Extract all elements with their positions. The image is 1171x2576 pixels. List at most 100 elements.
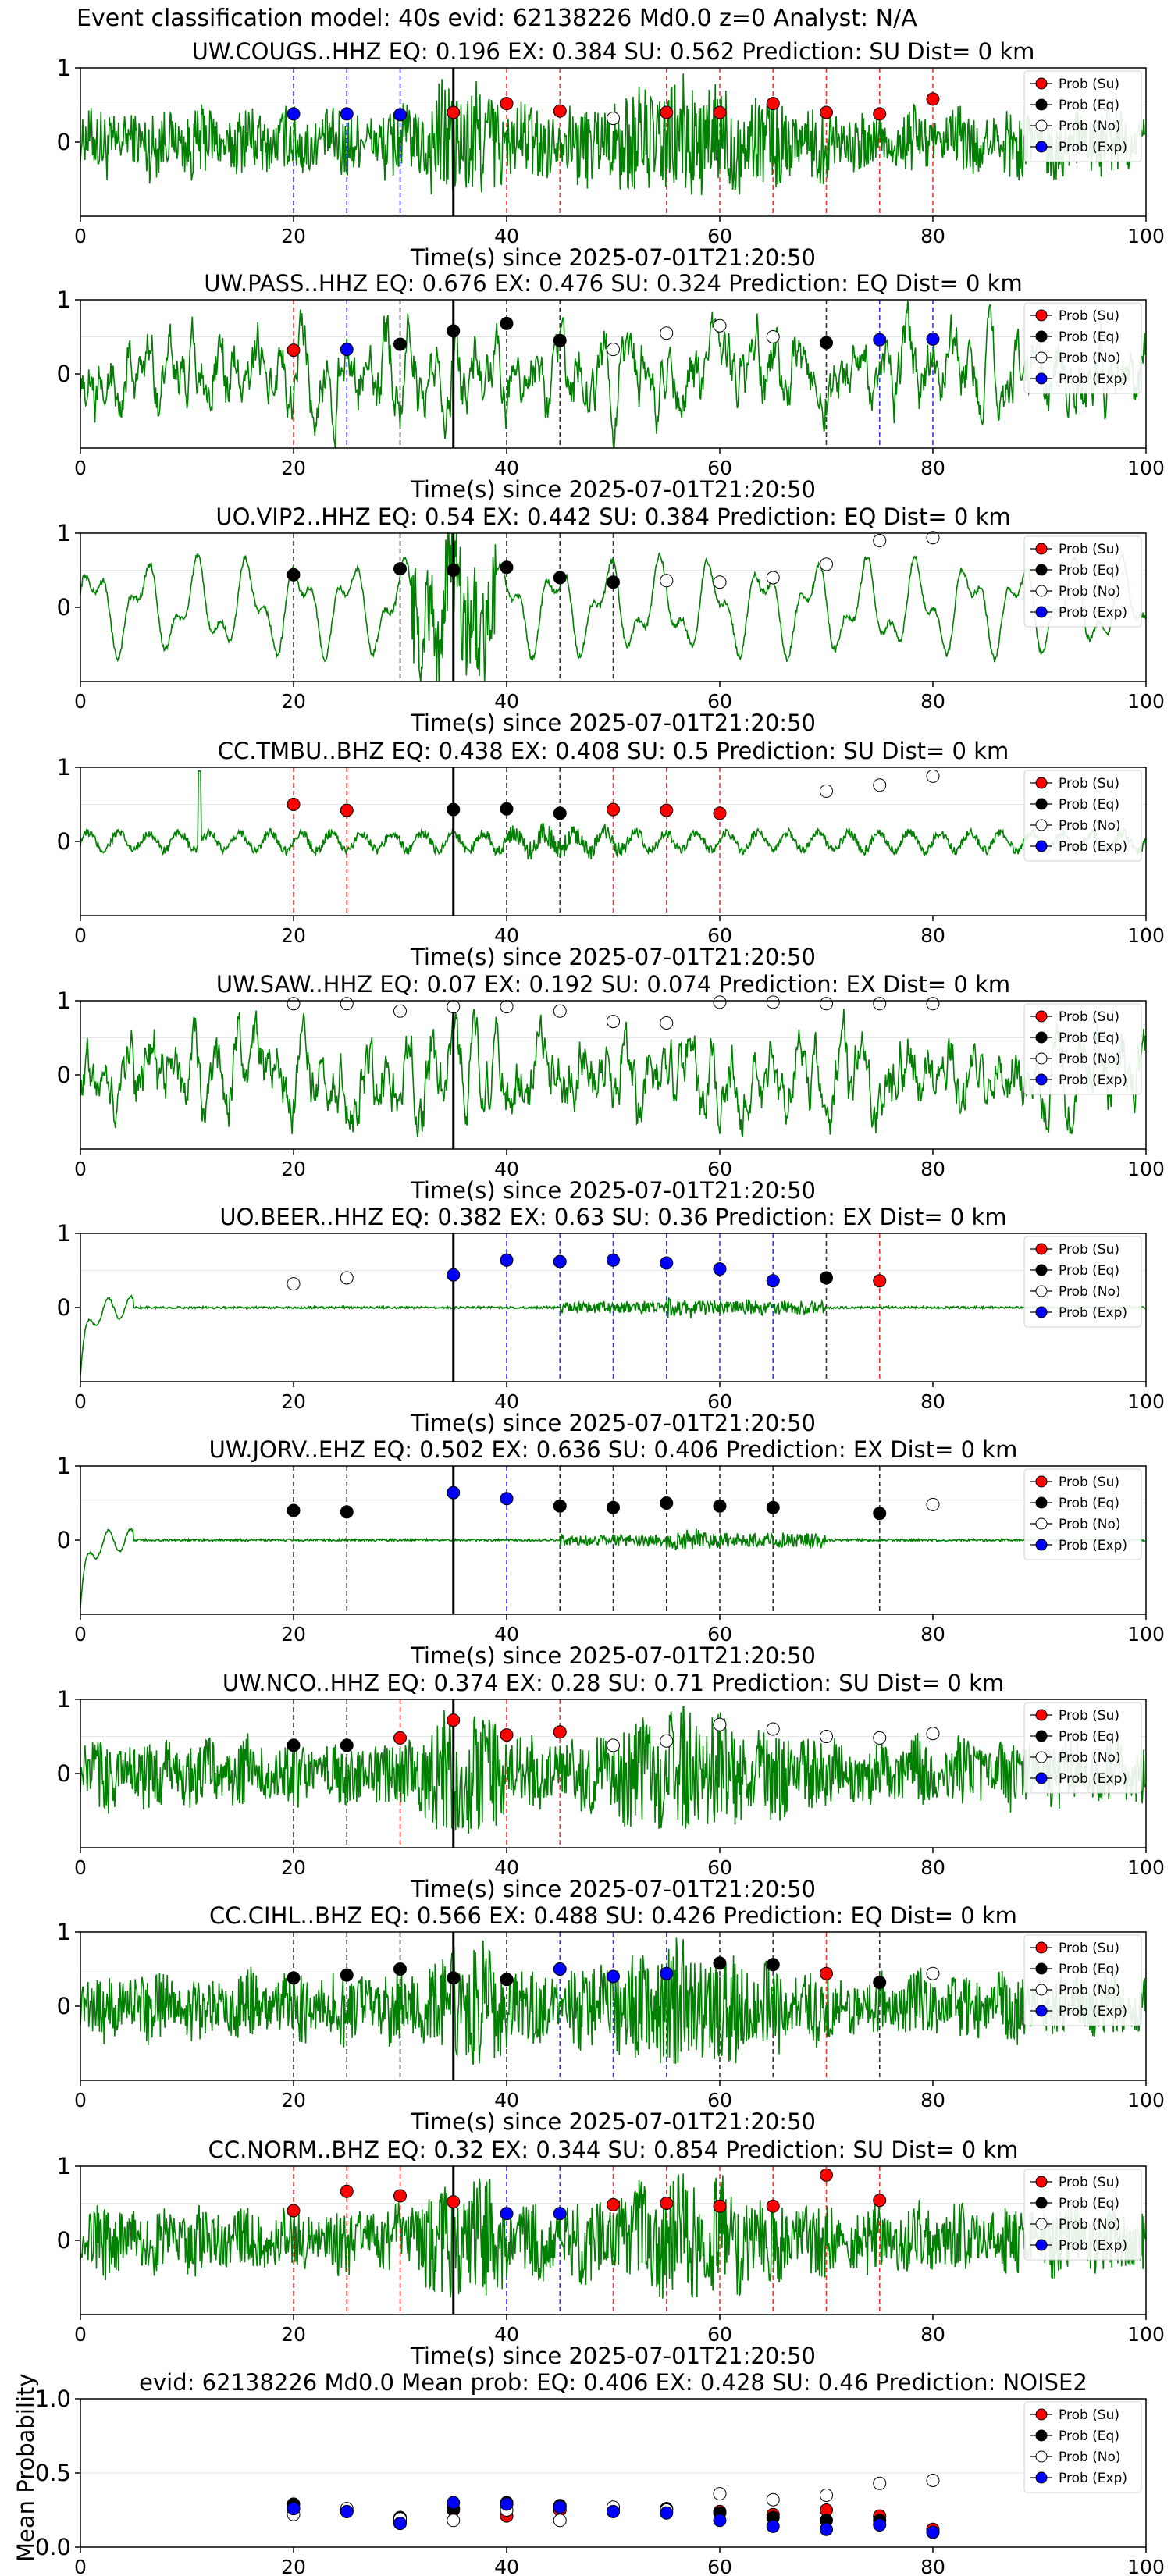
legend-marker (1035, 1962, 1048, 1975)
x-tick-label: 60 (707, 1390, 732, 1413)
point-probsu (607, 2197, 620, 2211)
x-tick-label: 0 (74, 1623, 87, 1646)
x-axis-label: Time(s) since 2025-07-01T21:20:50 (411, 944, 816, 970)
legend-label: Prob (Eq) (1059, 329, 1119, 345)
point-probno (926, 997, 940, 1011)
point-probsu (660, 803, 674, 817)
point-probeq (820, 1271, 833, 1285)
x-tick-label: 40 (494, 924, 519, 947)
point-probexp (553, 2500, 567, 2514)
legend-marker (1035, 1517, 1048, 1530)
point-probeq (766, 1958, 780, 1972)
panel-2: 0 20 40 60 80 100 0 1 Prob (Su) Prob (Eq) Prob (No… (57, 286, 1165, 479)
legend-label: Prob (Eq) (1059, 2196, 1119, 2211)
point-probexp (713, 1262, 727, 1276)
y-tick-label: 1 (57, 2153, 71, 2179)
point-probeq (447, 802, 461, 817)
y-tick-label: 1 (57, 1453, 71, 1479)
x-tick-label: 100 (1127, 2089, 1165, 2112)
x-tick-label: 100 (1127, 1623, 1165, 1646)
x-tick-label: 40 (494, 457, 519, 479)
legend-label: Prob (Exp) (1059, 2238, 1127, 2254)
point-probno (660, 574, 674, 588)
point-probeq (553, 806, 567, 820)
x-tick-label: 100 (1127, 2556, 1165, 2576)
panel-title: UO.VIP2..HHZ EQ: 0.54 EX: 0.442 SU: 0.38… (215, 503, 1011, 530)
point-probsu (500, 1728, 514, 1742)
x-tick-label: 80 (920, 924, 945, 947)
x-tick-label: 40 (494, 2323, 519, 2346)
point-probexp (500, 2207, 514, 2221)
legend-marker (1035, 2429, 1048, 2442)
point-probno (820, 1730, 833, 1743)
point-probexp (340, 343, 354, 357)
legend-marker (1035, 1941, 1048, 1954)
x-tick-label: 80 (920, 1856, 945, 1879)
x-tick-label: 60 (707, 457, 732, 479)
panel-9: 0 20 40 60 80 100 0 1 Prob (Su) Prob (Eq) Prob (No… (57, 1919, 1165, 2112)
point-probsu (873, 1274, 887, 1288)
legend-marker (1035, 1052, 1048, 1065)
y-tick-label: 1 (57, 1220, 71, 1247)
waveform-trace (80, 1009, 1146, 1137)
legend-marker (1035, 1264, 1048, 1276)
point-probexp (713, 2514, 727, 2528)
y-tick-label: 0 (57, 1760, 71, 1787)
point-probsu (766, 97, 780, 111)
point-probsu (713, 2199, 727, 2213)
point-probexp (340, 2504, 354, 2518)
x-tick-label: 20 (281, 2556, 306, 2576)
legend-marker (1035, 1073, 1048, 1086)
x-tick-label: 20 (281, 924, 306, 947)
legend-label: Prob (Exp) (1059, 2004, 1127, 2019)
y-tick-label: 0 (57, 1294, 71, 1321)
legend-label: Prob (No) (1059, 2450, 1121, 2465)
point-probno (340, 997, 354, 1011)
point-probeq (393, 337, 407, 351)
point-probno (607, 1015, 620, 1029)
x-axis-label: Time(s) since 2025-07-01T21:20:50 (411, 710, 816, 736)
legend-box (1023, 2169, 1142, 2261)
point-probexp (553, 2207, 567, 2221)
point-probexp (500, 1492, 514, 1506)
point-probsu (713, 105, 727, 119)
point-probsu (873, 107, 887, 121)
legend-box (1023, 535, 1142, 628)
point-probsu (340, 803, 354, 817)
panel-title: CC.CIHL..BHZ EQ: 0.566 EX: 0.488 SU: 0.4… (209, 1902, 1017, 1929)
point-probsu (820, 105, 833, 119)
legend-marker (1035, 819, 1048, 831)
point-probno (340, 1271, 354, 1285)
x-tick-label: 100 (1127, 225, 1165, 247)
point-probsu (447, 1713, 461, 1727)
point-probeq (500, 316, 514, 330)
panel-title: UO.BEER..HHZ EQ: 0.382 EX: 0.63 SU: 0.36… (219, 1204, 1007, 1230)
legend-label: Prob (Eq) (1059, 1729, 1119, 1745)
legend-label: Prob (No) (1059, 1983, 1121, 1998)
y-tick-label: 1 (57, 987, 71, 1014)
legend-marker (1035, 585, 1048, 597)
x-tick-label: 0 (74, 457, 87, 479)
point-probno (766, 1722, 780, 1736)
x-tick-label: 80 (920, 2556, 945, 2576)
point-probexp (660, 1256, 674, 1270)
panel-title: UW.PASS..HHZ EQ: 0.676 EX: 0.476 SU: 0.3… (204, 270, 1023, 297)
x-tick-label: 40 (494, 1158, 519, 1180)
point-probno (873, 778, 887, 792)
point-probno (873, 997, 887, 1011)
legend-marker (1035, 351, 1048, 364)
y-tick-label: 1 (57, 520, 71, 546)
legend-label: Prob (Eq) (1059, 1962, 1119, 1977)
legend-marker (1035, 1772, 1048, 1784)
point-probno (766, 995, 780, 1009)
x-tick-label: 80 (920, 1390, 945, 1413)
point-probno (820, 784, 833, 798)
x-tick-label: 80 (920, 225, 945, 247)
legend-label: Prob (Su) (1059, 1941, 1119, 1956)
point-probeq (500, 1973, 514, 1987)
legend-marker (1035, 2218, 1048, 2230)
legend-marker (1035, 1496, 1048, 1509)
point-probexp (447, 1485, 461, 1500)
x-tick-label: 100 (1127, 924, 1165, 947)
legend-label: Prob (Exp) (1059, 2471, 1127, 2486)
